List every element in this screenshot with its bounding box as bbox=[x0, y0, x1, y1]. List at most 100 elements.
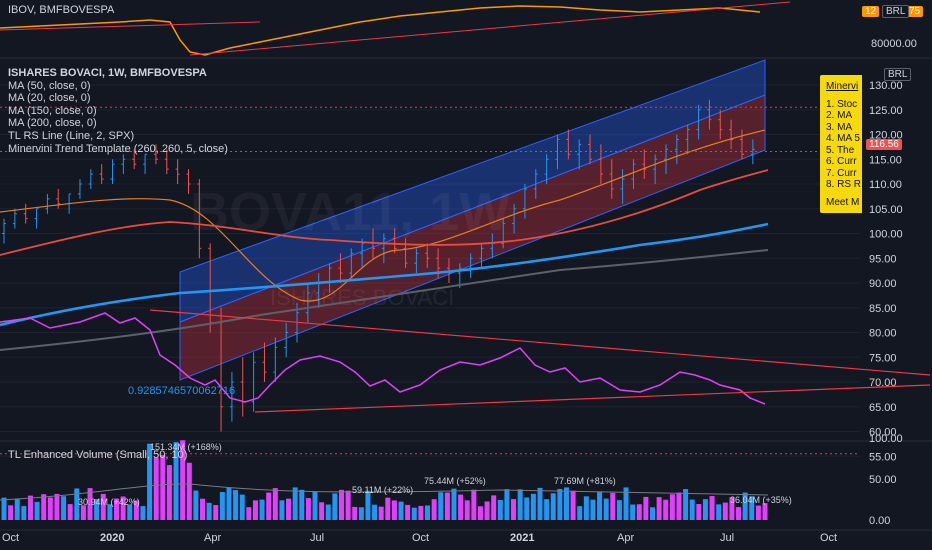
volume-bar bbox=[683, 489, 689, 520]
volume-bar bbox=[147, 443, 153, 520]
x-label-jul-2021: Jul bbox=[720, 532, 735, 544]
minervini-item-1: 1. Stoc bbox=[826, 98, 858, 110]
volume-bar bbox=[61, 496, 67, 520]
volume-bar bbox=[113, 498, 119, 520]
volume-annotation-2: 30.94M (+42%) bbox=[78, 497, 140, 507]
volume-bar bbox=[537, 487, 543, 520]
volume-bar bbox=[272, 488, 278, 520]
volume-bar bbox=[8, 505, 14, 520]
rs-line bbox=[0, 312, 766, 405]
volume-bar bbox=[484, 501, 490, 520]
volume-bar bbox=[252, 500, 258, 520]
indicator-rs-line[interactable]: TL RS Line (Line, 2, SPX) bbox=[8, 129, 135, 142]
indicator-ma50[interactable]: MA (50, close, 0) bbox=[8, 79, 91, 92]
volume-bar bbox=[530, 493, 536, 520]
volume-bar bbox=[345, 490, 351, 520]
indicator-ma20[interactable]: MA (20, close, 0) bbox=[8, 92, 91, 105]
volume-bar bbox=[233, 490, 239, 520]
volume-bar bbox=[623, 487, 629, 520]
volume-bar bbox=[193, 490, 199, 520]
volume-bar bbox=[358, 507, 364, 520]
volume-bar bbox=[444, 492, 450, 520]
main-panel-title: ISHARES BOVACI, 1W, BMFBOVESPA bbox=[8, 67, 207, 79]
volume-bar bbox=[94, 499, 100, 520]
volume-bar bbox=[166, 465, 172, 520]
volume-bar bbox=[120, 496, 126, 520]
x-label-apr-2020: Apr bbox=[204, 532, 222, 544]
indicator-ma150[interactable]: MA (150, close, 0) bbox=[8, 104, 97, 117]
indicator-ma200[interactable]: MA (200, close, 0) bbox=[8, 117, 97, 130]
volume-bar bbox=[372, 504, 378, 520]
volume-bar bbox=[14, 498, 20, 520]
volume-bar bbox=[34, 501, 40, 520]
x-label-2020: 2020 bbox=[100, 532, 125, 544]
y-tick-label: 65.00 bbox=[869, 402, 897, 414]
volume-bar bbox=[325, 504, 331, 520]
ibov-currency-badge[interactable]: BRL bbox=[882, 5, 910, 18]
volume-bar bbox=[27, 495, 33, 520]
volume-bar bbox=[352, 506, 358, 520]
volume-bar bbox=[696, 504, 702, 520]
rs-value-label: 0.9285746570062716 bbox=[128, 385, 236, 397]
y-tick-label: 75.00 bbox=[869, 352, 897, 364]
volume-bar bbox=[312, 491, 318, 520]
volume-bar bbox=[643, 496, 649, 520]
volume-bar bbox=[709, 496, 715, 520]
volume-tick-label: 0.00 bbox=[869, 515, 890, 527]
watermark-name: ISHARES BOVACI bbox=[270, 285, 454, 310]
y-tick-label: 90.00 bbox=[869, 278, 897, 290]
volume-bar bbox=[186, 462, 192, 520]
x-label-oct-2019: Oct bbox=[2, 532, 20, 544]
x-label-oct-2020: Oct bbox=[412, 532, 430, 544]
ma150-line bbox=[0, 169, 769, 256]
y-tick-label: 130.00 bbox=[869, 80, 903, 92]
volume-bar bbox=[74, 488, 80, 520]
volume-bar bbox=[1, 497, 7, 520]
volume-bar bbox=[477, 506, 483, 520]
volume-bar bbox=[226, 487, 232, 520]
y-tick-label: 70.00 bbox=[869, 377, 897, 389]
volume-bar bbox=[140, 506, 146, 520]
ibov-axis-label: 80000.00 bbox=[871, 38, 917, 50]
minervini-footer: Meet M bbox=[826, 196, 860, 208]
volume-bar bbox=[630, 504, 636, 520]
last-price-tag: 116.56 bbox=[866, 139, 902, 150]
volume-bar bbox=[517, 489, 523, 520]
x-label-oct-2021: Oct bbox=[820, 532, 838, 544]
main-legend: ISHARES BOVACI, 1W, BMFBOVESPA MA (50, c… bbox=[8, 67, 228, 155]
volume-bar bbox=[180, 440, 186, 520]
y-tick-label: 85.00 bbox=[869, 303, 897, 315]
volume-bar bbox=[616, 500, 622, 520]
indicator-minervini[interactable]: Minervini Trend Template (260, 260, 5, c… bbox=[8, 142, 228, 155]
minervini-item-8: 8. RS R bbox=[826, 179, 862, 190]
volume-bar bbox=[458, 494, 464, 520]
volume-bar bbox=[398, 501, 404, 520]
volume-tick-label: 100.00 bbox=[869, 433, 903, 445]
volume-bar bbox=[511, 499, 517, 520]
volume-bar bbox=[755, 505, 761, 520]
volume-bar bbox=[689, 499, 695, 520]
ibov-trendline bbox=[0, 21, 261, 31]
minervini-item-3: 3. MA bbox=[826, 121, 853, 133]
volume-bar bbox=[332, 493, 338, 520]
minervini-header: Minervi bbox=[826, 81, 859, 92]
volume-bar bbox=[133, 500, 139, 520]
volume-panel-title: TL Enhanced Volume (Small, 50, 10) bbox=[8, 449, 188, 461]
volume-annotation-4: 75.44M (+52%) bbox=[424, 476, 486, 486]
ma50-line bbox=[0, 129, 766, 302]
volume-bar bbox=[292, 487, 298, 520]
main-currency-badge[interactable]: BRL bbox=[884, 68, 912, 81]
volume-bar bbox=[87, 488, 93, 520]
volume-bar bbox=[590, 499, 596, 520]
rs-trendline-lower bbox=[254, 384, 931, 413]
volume-bar bbox=[603, 498, 609, 520]
volume-bar bbox=[702, 499, 708, 520]
volume-bar bbox=[219, 491, 225, 520]
ibov-price-badge: 12 bbox=[862, 6, 880, 17]
volume-bar bbox=[378, 506, 384, 520]
minervini-item-4: 4. MA 5 bbox=[826, 133, 860, 144]
volume-bar bbox=[610, 492, 616, 520]
volume-annotation-1: 151.34M (+168%) bbox=[150, 442, 222, 452]
x-label-jul-2020: Jul bbox=[310, 532, 325, 544]
